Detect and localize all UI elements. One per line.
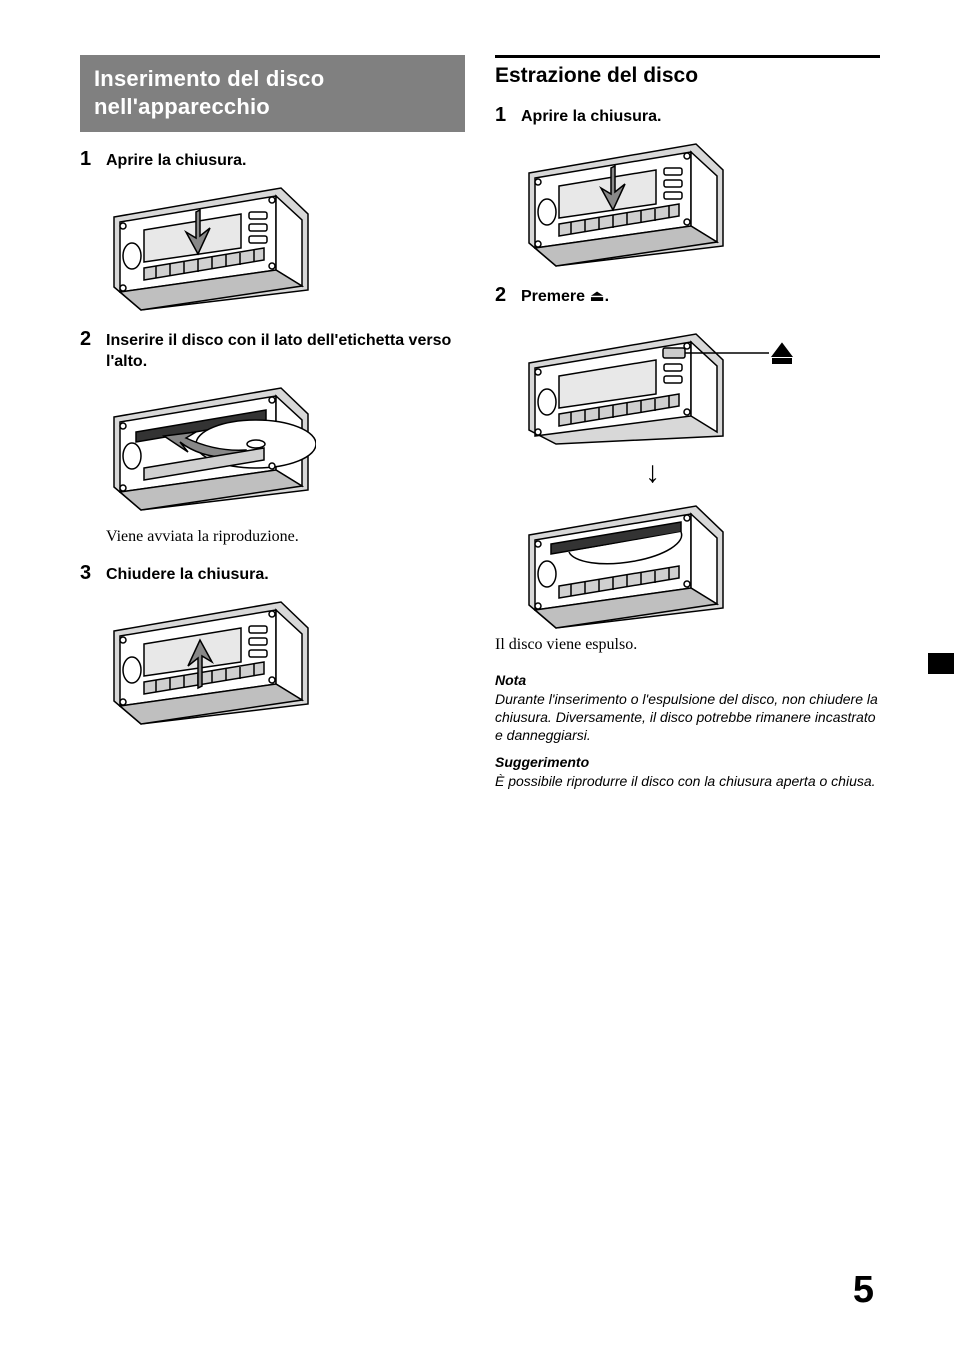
step-text: Inserire il disco con il lato dell'etich… [106, 328, 465, 373]
figure-press-eject [521, 318, 880, 448]
subsection-header: Estrazione del disco [495, 55, 880, 88]
step: 2 Premere ⏏. [495, 284, 880, 308]
page-number: 5 [853, 1269, 874, 1312]
header-line2: nell'apparecchio [94, 94, 270, 119]
header-line1: Inserimento del disco [94, 66, 324, 91]
step: 1 Aprire la chiusura. [495, 104, 880, 128]
subsection-title: Estrazione del disco [495, 64, 880, 88]
step-number: 2 [495, 284, 511, 308]
step-number: 1 [80, 148, 96, 172]
note-title: Suggerimento [495, 754, 880, 770]
step: 3 Chiudere la chiusura. [80, 562, 465, 586]
step: 1 Aprire la chiusura. [80, 148, 465, 172]
step-text-tail: . [605, 288, 609, 305]
step-number: 2 [80, 328, 96, 373]
note-body: È possibile riprodurre il disco con la c… [495, 772, 880, 790]
note-body: Durante l'inserimento o l'espulsione del… [495, 690, 880, 745]
down-arrow-icon: ↓ [645, 456, 880, 490]
figure-open-flap [106, 182, 465, 312]
note-block: Nota Durante l'inserimento o l'espulsion… [495, 672, 880, 745]
step-text: Aprire la chiusura. [521, 104, 662, 128]
figure-caption: Viene avviata la riproduzione. [106, 528, 465, 546]
step-number: 1 [495, 104, 511, 128]
eject-icon: ⏏ [590, 288, 605, 305]
note-title: Nota [495, 672, 880, 688]
section-header: Inserimento del disco nell'apparecchio [80, 55, 465, 132]
step-text: Chiudere la chiusura. [106, 562, 269, 586]
step-number: 3 [80, 562, 96, 586]
figure-close-flap [106, 596, 465, 726]
tip-block: Suggerimento È possibile riprodurre il d… [495, 754, 880, 790]
page-content: Inserimento del disco nell'apparecchio 1… [0, 0, 954, 830]
step: 2 Inserire il disco con il lato dell'eti… [80, 328, 465, 373]
figure-disc-ejected [521, 500, 880, 630]
page-edge-tab [928, 653, 954, 674]
right-column: Estrazione del disco 1 Aprire la chiusur… [495, 55, 880, 790]
step-text: Premere ⏏. [521, 284, 609, 308]
figure-open-flap-r [521, 138, 880, 268]
figure-insert-disc [106, 382, 465, 522]
step-text: Aprire la chiusura. [106, 148, 247, 172]
step-text-prefix: Premere [521, 288, 590, 305]
left-column: Inserimento del disco nell'apparecchio 1… [80, 55, 465, 790]
figure-caption: Il disco viene espulso. [495, 636, 880, 654]
